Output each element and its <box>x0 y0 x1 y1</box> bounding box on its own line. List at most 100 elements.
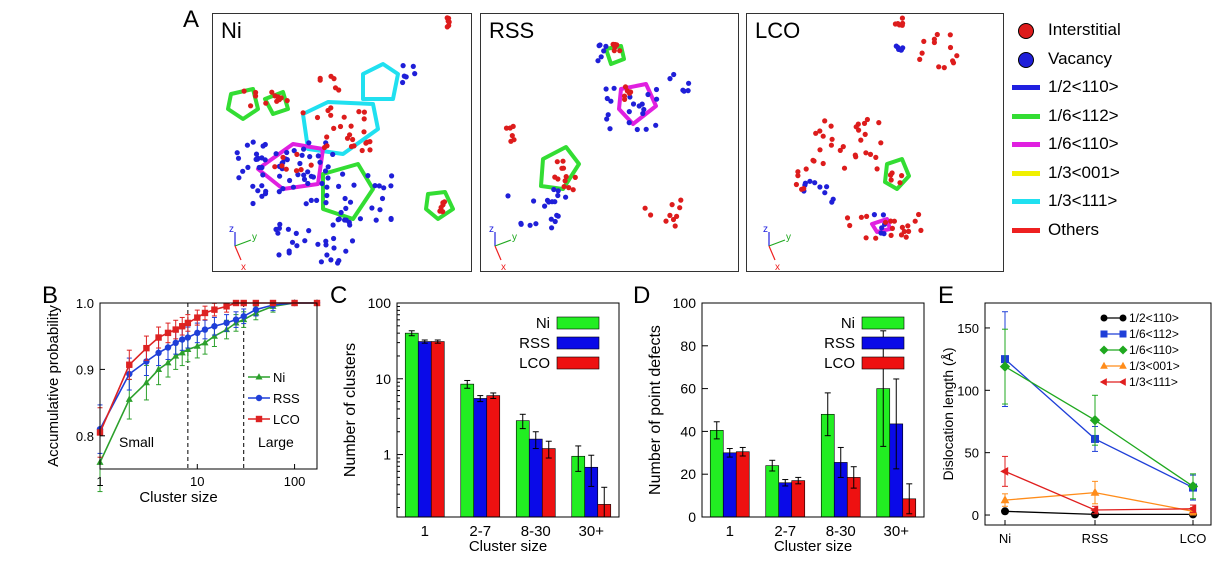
data-point <box>164 358 172 366</box>
vacancy-atom <box>342 195 348 202</box>
interstitial-atom <box>863 235 869 241</box>
vacancy-atom <box>328 257 334 263</box>
x-tick-label: 30+ <box>579 523 605 540</box>
data-point <box>201 309 209 317</box>
data-point <box>1118 345 1128 355</box>
interstitial-atom <box>555 176 561 182</box>
vacancy-atom <box>518 221 524 227</box>
interstitial-atom <box>361 116 367 122</box>
x-tick-label: Ni <box>999 531 1011 546</box>
vacancy-atom <box>807 178 813 184</box>
data-point <box>232 316 240 323</box>
interstitial-atom <box>279 163 285 169</box>
data-point <box>1090 487 1100 496</box>
data-point <box>201 326 209 333</box>
interstitial-atom <box>337 123 344 130</box>
legend-label: RSS <box>273 391 300 406</box>
axis-label-x: x <box>775 262 780 271</box>
interstitial-atom <box>801 186 807 192</box>
x-tick-label: 1 <box>421 523 429 540</box>
data-point <box>194 314 201 321</box>
legend-label: 1/6<110> <box>1129 343 1179 357</box>
vacancy-atom <box>342 217 348 223</box>
chart-e: 0 50 100 150 Ni RSS LCO Dislocation length (Å) 1… <box>940 302 1212 546</box>
data-point <box>211 323 218 330</box>
interstitial-atom <box>918 227 924 233</box>
interstitial-atom <box>873 235 879 241</box>
vacancy-atom <box>552 218 558 225</box>
y-tick-label: 100 <box>673 295 697 311</box>
vacancy-atom <box>830 196 836 202</box>
y-tick-label: 150 <box>957 321 979 336</box>
interstitial-atom <box>847 222 853 229</box>
interstitial-atom <box>562 178 568 184</box>
y-tick-label: 40 <box>680 423 696 439</box>
y-tick-label: 50 <box>965 446 979 461</box>
interstitial-atom <box>440 209 446 215</box>
interstitial-atom <box>444 24 450 30</box>
interstitial-atom <box>672 223 678 229</box>
data-point <box>184 334 192 341</box>
vacancy-atom <box>563 194 569 200</box>
vacancy-atom <box>604 116 610 122</box>
interstitial-atom <box>554 159 560 165</box>
dislocation-loop <box>321 162 375 221</box>
vacancy-atom <box>608 98 614 104</box>
legend-label: 1/3<001> <box>1129 359 1180 373</box>
data-point <box>142 378 150 386</box>
vacancy-atom <box>817 184 823 190</box>
legend-label: RSS <box>519 335 550 352</box>
vacancy-atom <box>276 189 282 195</box>
vacancy-atom <box>351 182 357 188</box>
vacancy-atom <box>236 175 242 181</box>
vacancy-atom <box>315 153 321 159</box>
vacancy-atom <box>324 252 330 258</box>
vacancy-atom <box>277 221 283 227</box>
dislocation-loop <box>361 62 400 101</box>
legend-swatch <box>861 356 905 370</box>
interstitial-atom <box>348 143 355 150</box>
vacancy-atom <box>653 86 660 93</box>
legend-line-swatch <box>1012 227 1040 233</box>
bar <box>735 451 750 518</box>
interstitial-atom <box>276 97 282 103</box>
legend-label: RSS <box>824 335 855 352</box>
vacancy-atom <box>369 205 375 211</box>
interstitial-atom <box>328 105 334 111</box>
vacancy-atom <box>255 188 261 194</box>
dislocation-loop <box>424 190 455 221</box>
chart-b: 0.8 0.9 1.0 1 10 100 Cluster size Accumulative … <box>45 296 321 506</box>
interstitial-atom <box>272 164 278 170</box>
vacancy-atom <box>379 195 386 202</box>
vacancy-atom <box>338 209 344 216</box>
vacancy-atom <box>881 231 887 237</box>
vacancy-atom <box>322 168 329 174</box>
interstitial-atom <box>813 130 819 136</box>
vacancy-atom <box>250 200 256 207</box>
interstitial-atom <box>829 136 835 142</box>
interstitial-atom <box>670 216 677 223</box>
vacancy-atom <box>626 109 632 115</box>
axis-label-y: y <box>252 232 257 243</box>
interstitial-atom <box>863 150 869 156</box>
y-tick-label: 0.8 <box>76 429 94 444</box>
vacancy-atom <box>343 205 349 211</box>
legend-swatch <box>556 356 600 370</box>
legend-label: Vacancy <box>1048 48 1112 68</box>
vacancy-atom <box>315 241 321 247</box>
data-point <box>172 326 179 333</box>
data-point <box>210 332 218 339</box>
dislocation-loop <box>256 142 325 191</box>
data-point <box>1100 361 1108 369</box>
data-point <box>255 373 263 380</box>
vacancy-atom <box>389 173 395 179</box>
vacancy-atom <box>653 122 659 128</box>
interstitial-atom <box>888 218 894 224</box>
bar <box>765 465 780 518</box>
vacancy-atom <box>297 160 303 167</box>
x-tick-label: 2-7 <box>469 523 491 540</box>
snapshot-title: LCO <box>755 18 801 43</box>
vacancy-atom <box>308 197 314 203</box>
chart-c: 1 2-7 8-30 30+ 1 10 100 Cluster size Number of c… <box>342 295 620 555</box>
vacancy-atom <box>880 212 886 218</box>
